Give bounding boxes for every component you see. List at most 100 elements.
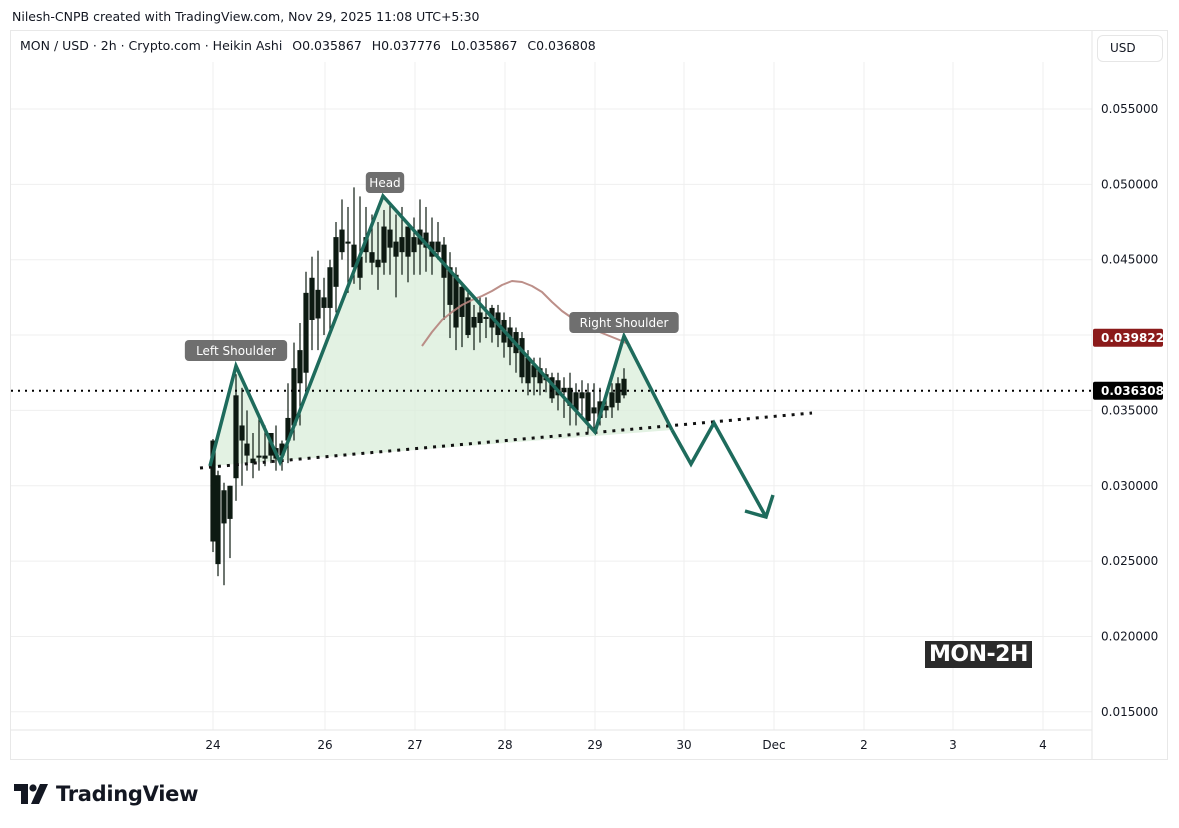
candle-body: [351, 244, 357, 268]
candle-body: [215, 475, 221, 565]
candle-body: [549, 377, 555, 399]
x-axis-label: 24: [205, 738, 220, 752]
y-axis-label: 0.055000: [1101, 102, 1158, 116]
tradingview-logo-icon: [14, 784, 48, 804]
candle-body: [327, 267, 333, 308]
x-axis-label: 3: [949, 738, 957, 752]
pattern-fill-area: [210, 196, 672, 466]
candle-body: [573, 392, 579, 411]
candle-body: [309, 277, 315, 320]
neckline: [199, 411, 813, 470]
x-axis-label: 29: [587, 738, 602, 752]
pattern-label-right-shoulder: Right Shoulder: [580, 316, 669, 330]
y-axis-label: 0.030000: [1101, 479, 1158, 493]
y-axis-label: 0.035000: [1101, 403, 1158, 417]
candle-body: [531, 365, 537, 378]
candle-body: [339, 229, 345, 253]
candle-body: [250, 458, 256, 464]
open-value: O0.035867: [292, 38, 362, 53]
y-axis-label: 0.025000: [1101, 554, 1158, 568]
candle-body: [525, 357, 531, 384]
candle-body: [441, 244, 447, 278]
pattern-label-bg: [184, 340, 288, 361]
candle-body: [585, 392, 591, 421]
candle-body: [411, 237, 417, 253]
candle-body: [465, 297, 471, 336]
candle-body: [345, 241, 351, 244]
y-axis-label: 0.050000: [1101, 177, 1158, 191]
y-axis-label: 0.015000: [1101, 705, 1158, 719]
tradingview-wordmark: TradingView: [56, 782, 199, 806]
candle-body: [519, 338, 525, 378]
candle-body: [447, 267, 453, 305]
candle-body: [227, 485, 233, 519]
high-value: H0.037776: [371, 38, 441, 53]
chart-frame: [10, 30, 1168, 760]
candle-body: [483, 316, 489, 319]
arrow-down-icon: [744, 494, 775, 520]
price-tag-bg: [1093, 328, 1163, 347]
candle-body: [285, 417, 291, 441]
x-axis-label: 30: [676, 738, 691, 752]
candle-body: [423, 232, 429, 248]
ohlc-legend: MON / USD · 2h · Crypto.com · Heikin Ash…: [20, 38, 602, 53]
candle-body: [435, 241, 441, 253]
candle-body: [375, 259, 381, 268]
candle-body: [399, 237, 405, 253]
candle-body: [555, 380, 561, 396]
candle-body: [609, 392, 615, 408]
candle-body: [315, 289, 321, 319]
symbol-info[interactable]: MON / USD · 2h · Crypto.com · Heikin Ash…: [20, 38, 283, 53]
pattern-label-bg: [569, 312, 679, 333]
candle-body: [297, 350, 303, 384]
candle-body: [387, 229, 393, 248]
candle-body: [579, 392, 585, 399]
candle-body: [279, 443, 285, 456]
projection-line: [670, 419, 768, 518]
candle-body: [291, 368, 297, 426]
x-axis-label: 2: [860, 738, 868, 752]
close-value: C0.036808: [527, 38, 596, 53]
candle-body: [210, 440, 216, 542]
candle-body: [303, 292, 309, 373]
low-value: L0.035867: [450, 38, 518, 53]
candle-body: [615, 383, 621, 403]
tradingview-logo[interactable]: TradingView: [14, 782, 198, 806]
grid: [11, 31, 1093, 759]
candle-body: [603, 405, 609, 411]
candle-body: [233, 395, 239, 479]
candle-body: [381, 226, 387, 263]
price-tag-bg: [1093, 381, 1163, 400]
candle-body: [321, 297, 327, 308]
candle-body: [369, 252, 375, 263]
candle-body: [567, 387, 573, 406]
chart-credit: Nilesh-CNPB created with TradingView.com…: [12, 9, 480, 24]
candle-body: [333, 237, 339, 287]
pattern-labels: Left Shoulder Head Right Shoulder: [184, 172, 679, 361]
candle-body: [221, 490, 227, 524]
x-axis-label: 4: [1039, 738, 1047, 752]
candle-body: [357, 256, 363, 278]
pattern-lines[interactable]: [11, 192, 1092, 520]
symbol-watermark: MON-2H: [925, 641, 1032, 668]
x-axis-label: 26: [317, 738, 332, 752]
x-axis-label: Dec: [762, 738, 785, 752]
candle-body: [262, 455, 268, 459]
x-axis-label: 27: [407, 738, 422, 752]
candle-body: [405, 226, 411, 257]
candle-body: [537, 368, 543, 384]
y-axis-label: 0.020000: [1101, 629, 1158, 643]
candle-body: [621, 378, 627, 396]
pattern-fill: [210, 196, 672, 466]
candle-body: [477, 312, 483, 323]
currency-button[interactable]: USD: [1097, 35, 1163, 62]
pattern-label-left-shoulder: Left Shoulder: [196, 344, 276, 358]
price-tags: 0.039822 0.036308: [1093, 328, 1164, 400]
candle-body: [471, 316, 477, 328]
pattern-label-head: Head: [369, 176, 400, 190]
candle-body: [459, 286, 465, 317]
candle-body: [453, 274, 459, 328]
candle-body: [393, 241, 399, 257]
y-axis-label: 0.045000: [1101, 253, 1158, 267]
